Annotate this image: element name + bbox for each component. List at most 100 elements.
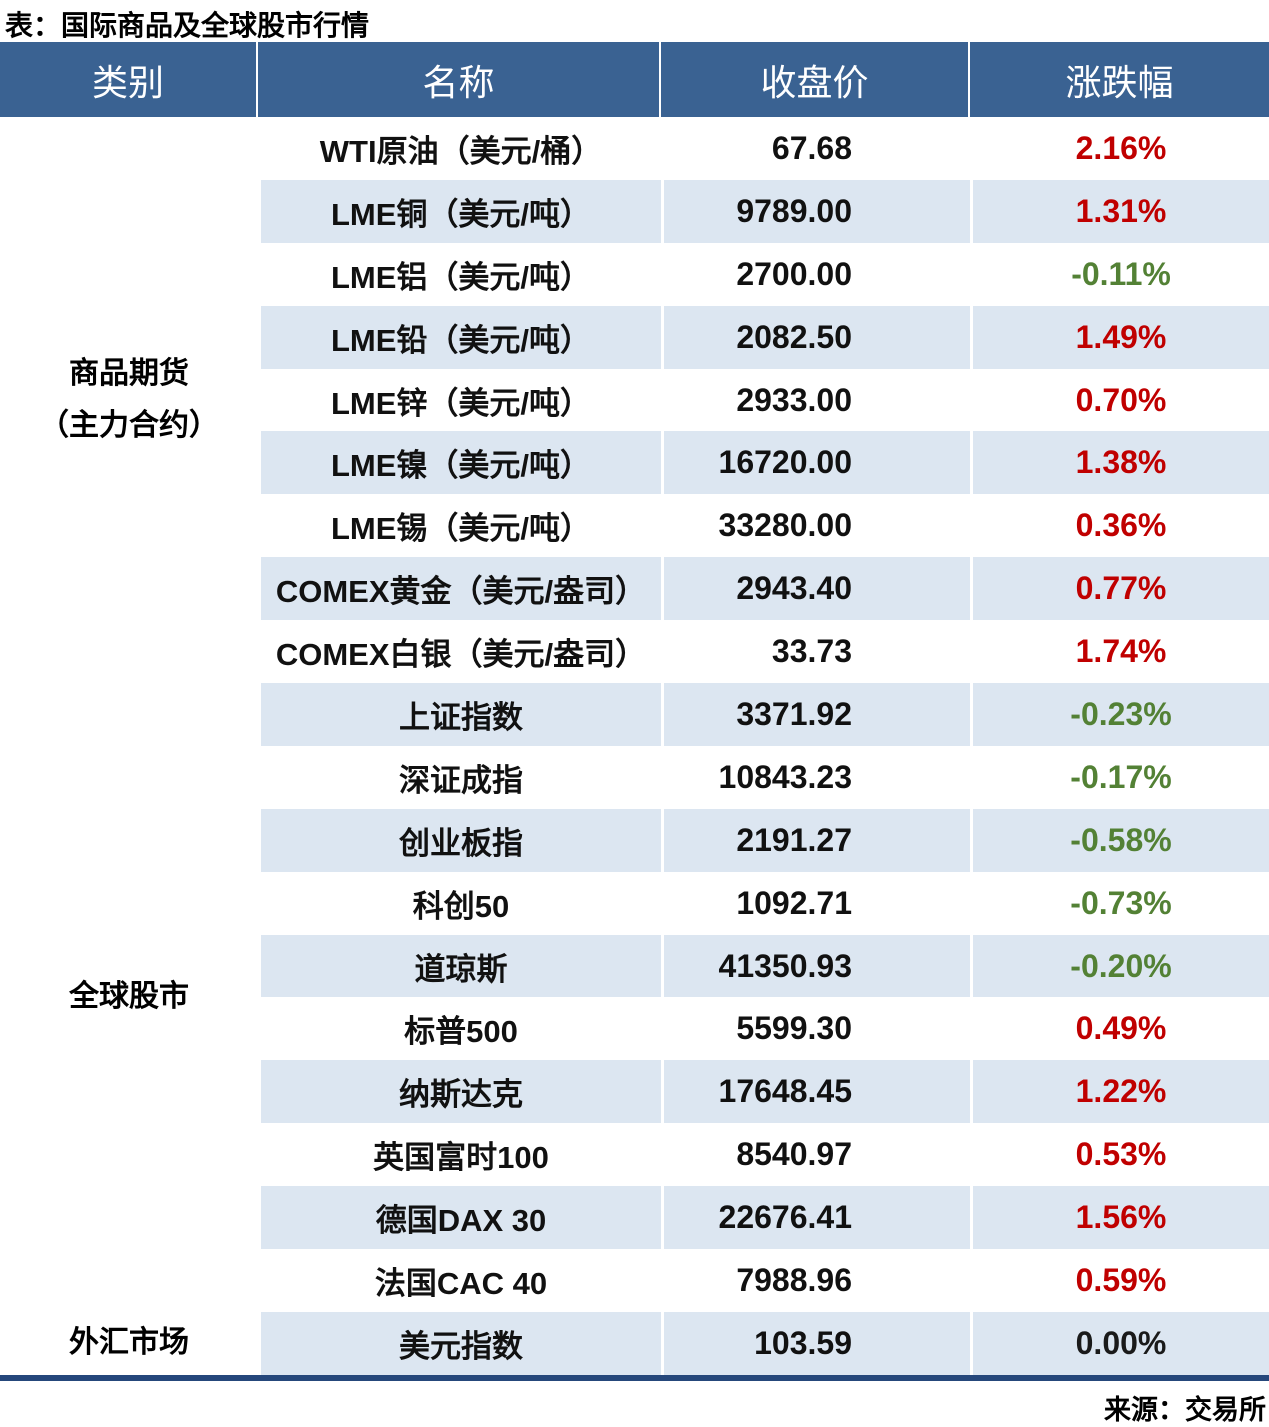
table-row: 标普500 5599.30 0.49% [258, 997, 1269, 1061]
close-price: 22676.41 [661, 1186, 970, 1250]
table-row: LME锌（美元/吨） 2933.00 0.70% [258, 368, 1269, 432]
close-price: 3371.92 [661, 683, 970, 746]
category-label-sub: （主力合约） [39, 409, 219, 442]
table-row: 深证成指 10843.23 -0.17% [258, 745, 1269, 809]
change-percent: 0.53% [970, 1123, 1269, 1187]
header-close-price: 收盘价 [661, 42, 970, 117]
table-row: 纳斯达克 17648.45 1.22% [258, 1060, 1269, 1124]
section-rows: 上证指数 3371.92 -0.23% 深证成指 10843.23 -0.17%… [258, 683, 1269, 1312]
table-row: LME铜（美元/吨） 9789.00 1.31% [258, 179, 1269, 243]
table-row: 美元指数 103.59 0.00% [258, 1311, 1269, 1375]
change-percent: -0.20% [970, 934, 1269, 998]
instrument-name: LME锡（美元/吨） [258, 494, 661, 558]
close-price: 7988.96 [661, 1249, 970, 1312]
section-global-stocks: 全球股市 上证指数 3371.92 -0.23% 深证成指 10843.23 -… [0, 683, 1269, 1312]
close-price: 2933.00 [661, 368, 970, 432]
instrument-name: LME铝（美元/吨） [258, 242, 661, 306]
table-row: LME镍（美元/吨） 16720.00 1.38% [258, 431, 1269, 495]
header-name: 名称 [258, 42, 661, 117]
instrument-name: 科创50 [258, 871, 661, 935]
change-percent: 0.59% [970, 1249, 1269, 1312]
section-rows: WTI原油（美元/桶） 67.68 2.16% LME铜（美元/吨） 9789.… [258, 117, 1269, 684]
instrument-name: 英国富时100 [258, 1123, 661, 1187]
close-price: 2082.50 [661, 305, 970, 369]
instrument-name: 标普500 [258, 997, 661, 1061]
table-row: WTI原油（美元/桶） 67.68 2.16% [258, 117, 1269, 180]
header-category: 类别 [0, 42, 258, 117]
instrument-name: 创业板指 [258, 808, 661, 872]
instrument-name: 深证成指 [258, 745, 661, 809]
table-row: LME铅（美元/吨） 2082.50 1.49% [258, 305, 1269, 369]
close-price: 9789.00 [661, 179, 970, 243]
page-title: 表：国际商品及全球股市行情 [5, 10, 370, 41]
change-percent: -0.23% [970, 683, 1269, 746]
table-row: LME锡（美元/吨） 33280.00 0.36% [258, 494, 1269, 558]
table-row: LME铝（美元/吨） 2700.00 -0.11% [258, 242, 1269, 306]
table-row: 上证指数 3371.92 -0.23% [258, 683, 1269, 746]
instrument-name: LME镍（美元/吨） [258, 431, 661, 495]
change-percent: -0.11% [970, 242, 1269, 306]
source-note: 来源：交易所 [1104, 1395, 1266, 1425]
table-row: 道琼斯 41350.93 -0.20% [258, 934, 1269, 998]
instrument-name: 上证指数 [258, 683, 661, 746]
instrument-name: 法国CAC 40 [258, 1249, 661, 1312]
change-percent: -0.17% [970, 745, 1269, 809]
instrument-name: LME铜（美元/吨） [258, 179, 661, 243]
change-percent: -0.58% [970, 808, 1269, 872]
instrument-name: LME锌（美元/吨） [258, 368, 661, 432]
header-change: 涨跌幅 [1065, 62, 1174, 103]
table-row: COMEX黄金（美元/盎司） 2943.40 0.77% [258, 557, 1269, 621]
table-row: 英国富时100 8540.97 0.53% [258, 1123, 1269, 1187]
category-cell-forex-market: 外汇市场 [0, 1311, 258, 1375]
change-percent: 1.56% [970, 1186, 1269, 1250]
category-label: 外汇市场 [69, 1326, 189, 1360]
change-percent: 1.38% [970, 431, 1269, 495]
table-body: 商品期货 （主力合约） WTI原油（美元/桶） 67.68 2.16% LME铜… [0, 117, 1269, 1375]
close-price: 67.68 [661, 117, 970, 180]
close-price: 17648.45 [661, 1060, 970, 1124]
change-percent: 1.31% [970, 179, 1269, 243]
close-price: 16720.00 [661, 431, 970, 495]
change-percent: 1.74% [970, 620, 1269, 684]
change-percent: -0.73% [970, 871, 1269, 935]
close-price: 103.59 [661, 1311, 970, 1375]
change-percent: 0.70% [970, 368, 1269, 432]
table-row: 科创50 1092.71 -0.73% [258, 871, 1269, 935]
change-percent: 2.16% [970, 117, 1269, 180]
table-row: COMEX白银（美元/盎司） 33.73 1.74% [258, 620, 1269, 684]
category-cell-commodity-futures: 商品期货 （主力合约） [0, 117, 258, 684]
market-table: 类别 名称 收盘价 涨跌幅 商品期货 （主力合约） WTI原油（美元/桶） 67… [0, 42, 1269, 1381]
instrument-name: 道琼斯 [258, 934, 661, 998]
change-percent: 0.77% [970, 557, 1269, 621]
instrument-name: 纳斯达克 [258, 1060, 661, 1124]
change-percent: 1.49% [970, 305, 1269, 369]
close-price: 2191.27 [661, 808, 970, 872]
change-percent: 0.49% [970, 997, 1269, 1061]
change-percent: 1.22% [970, 1060, 1269, 1124]
table-row: 创业板指 2191.27 -0.58% [258, 808, 1269, 872]
close-price: 2943.40 [661, 557, 970, 621]
change-percent: 0.00% [970, 1311, 1269, 1375]
close-price: 10843.23 [661, 745, 970, 809]
close-price: 8540.97 [661, 1123, 970, 1187]
instrument-name: 德国DAX 30 [258, 1186, 661, 1250]
close-price: 33280.00 [661, 494, 970, 558]
close-price: 33.73 [661, 620, 970, 684]
instrument-name: LME铅（美元/吨） [258, 305, 661, 369]
close-price: 41350.93 [661, 934, 970, 998]
section-rows: 美元指数 103.59 0.00% [258, 1311, 1269, 1375]
close-price: 2700.00 [661, 242, 970, 306]
table-header-row: 类别 名称 收盘价 涨跌幅 [0, 42, 1269, 117]
section-forex-market: 外汇市场 美元指数 103.59 0.00% [0, 1311, 1269, 1375]
category-label: 全球股市 [69, 980, 189, 1014]
instrument-name: 美元指数 [258, 1311, 661, 1375]
section-commodity-futures: 商品期货 （主力合约） WTI原油（美元/桶） 67.68 2.16% LME铜… [0, 117, 1269, 684]
change-percent: 0.36% [970, 494, 1269, 558]
instrument-name: COMEX黄金（美元/盎司） [258, 557, 661, 621]
instrument-name: WTI原油（美元/桶） [258, 117, 661, 180]
table-row: 德国DAX 30 22676.41 1.56% [258, 1186, 1269, 1250]
instrument-name: COMEX白银（美元/盎司） [258, 620, 661, 684]
close-price: 1092.71 [661, 871, 970, 935]
category-label: 商品期货 [69, 356, 189, 390]
